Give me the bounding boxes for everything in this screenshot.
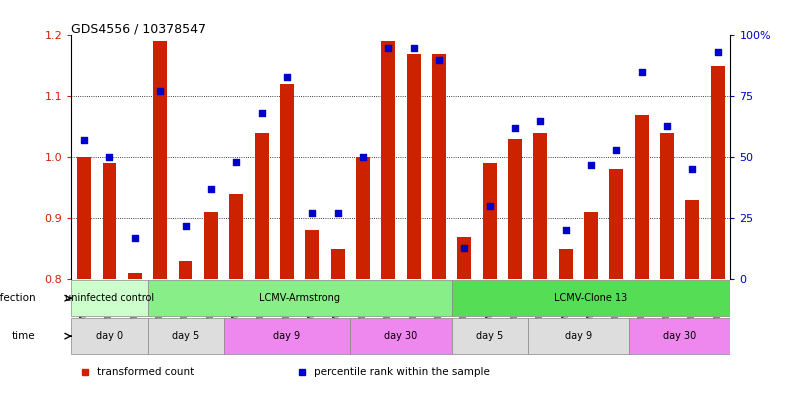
Point (129, 235, 141, 241)
Point (559, 227, 572, 233)
Point (154, 88, 167, 95)
Text: day 30: day 30 (384, 331, 418, 341)
Point (179, 222, 192, 229)
Bar (102, 163, 117, 279)
Point (610, 147, 622, 153)
Point (382, 44, 395, 51)
Bar (432, 54, 446, 279)
Point (635, 69, 648, 75)
Text: uninfected control: uninfected control (65, 293, 154, 303)
Text: day 30: day 30 (663, 331, 696, 341)
Bar (584, 212, 598, 279)
Bar (610, 169, 623, 279)
Point (661, 123, 673, 129)
Bar (534, 133, 547, 279)
Bar (407, 54, 421, 279)
Bar (330, 249, 345, 279)
Bar (148, 318, 224, 354)
Bar (559, 249, 572, 279)
Bar (280, 84, 294, 279)
Bar (452, 280, 730, 316)
Bar (356, 157, 370, 279)
Point (711, 49, 724, 55)
Point (103, 154, 116, 160)
Bar (634, 115, 649, 279)
Text: day 0: day 0 (96, 331, 123, 341)
Point (686, 166, 699, 173)
Point (509, 125, 522, 131)
Text: LCMV-Armstrong: LCMV-Armstrong (259, 293, 340, 303)
Bar (77, 157, 91, 279)
Text: infection: infection (0, 293, 35, 303)
Text: day 9: day 9 (273, 331, 300, 341)
Bar (229, 194, 243, 279)
Point (357, 154, 369, 160)
Point (458, 244, 471, 251)
Bar (660, 133, 674, 279)
Bar (685, 200, 700, 279)
Point (78, 137, 91, 143)
Bar (457, 237, 472, 279)
Bar (452, 318, 528, 354)
Bar (508, 139, 522, 279)
Point (255, 110, 268, 117)
Point (280, 73, 293, 80)
Text: day 5: day 5 (172, 331, 199, 341)
Text: time: time (12, 331, 35, 341)
Bar (305, 230, 319, 279)
Point (433, 57, 445, 63)
Text: day 5: day 5 (476, 331, 503, 341)
Bar (128, 273, 142, 279)
Point (331, 210, 344, 217)
Bar (381, 42, 395, 279)
Point (306, 210, 318, 217)
Point (584, 162, 597, 168)
Point (534, 118, 547, 124)
Point (205, 186, 218, 192)
Bar (350, 318, 452, 354)
Bar (224, 318, 350, 354)
Text: GDS4556 / 10378547: GDS4556 / 10378547 (71, 22, 206, 35)
Bar (148, 280, 452, 316)
Text: day 9: day 9 (565, 331, 592, 341)
Bar (483, 163, 497, 279)
Text: transformed count: transformed count (97, 367, 194, 377)
Text: LCMV-Clone 13: LCMV-Clone 13 (554, 293, 628, 303)
Bar (179, 261, 192, 279)
Bar (528, 318, 629, 354)
Point (230, 159, 243, 165)
Bar (255, 133, 268, 279)
Bar (71, 318, 148, 354)
Bar (711, 66, 725, 279)
Bar (629, 318, 730, 354)
Bar (153, 42, 168, 279)
Bar (204, 212, 218, 279)
Point (407, 44, 420, 51)
Text: percentile rank within the sample: percentile rank within the sample (314, 367, 490, 377)
Point (484, 203, 496, 209)
Bar (71, 280, 148, 316)
